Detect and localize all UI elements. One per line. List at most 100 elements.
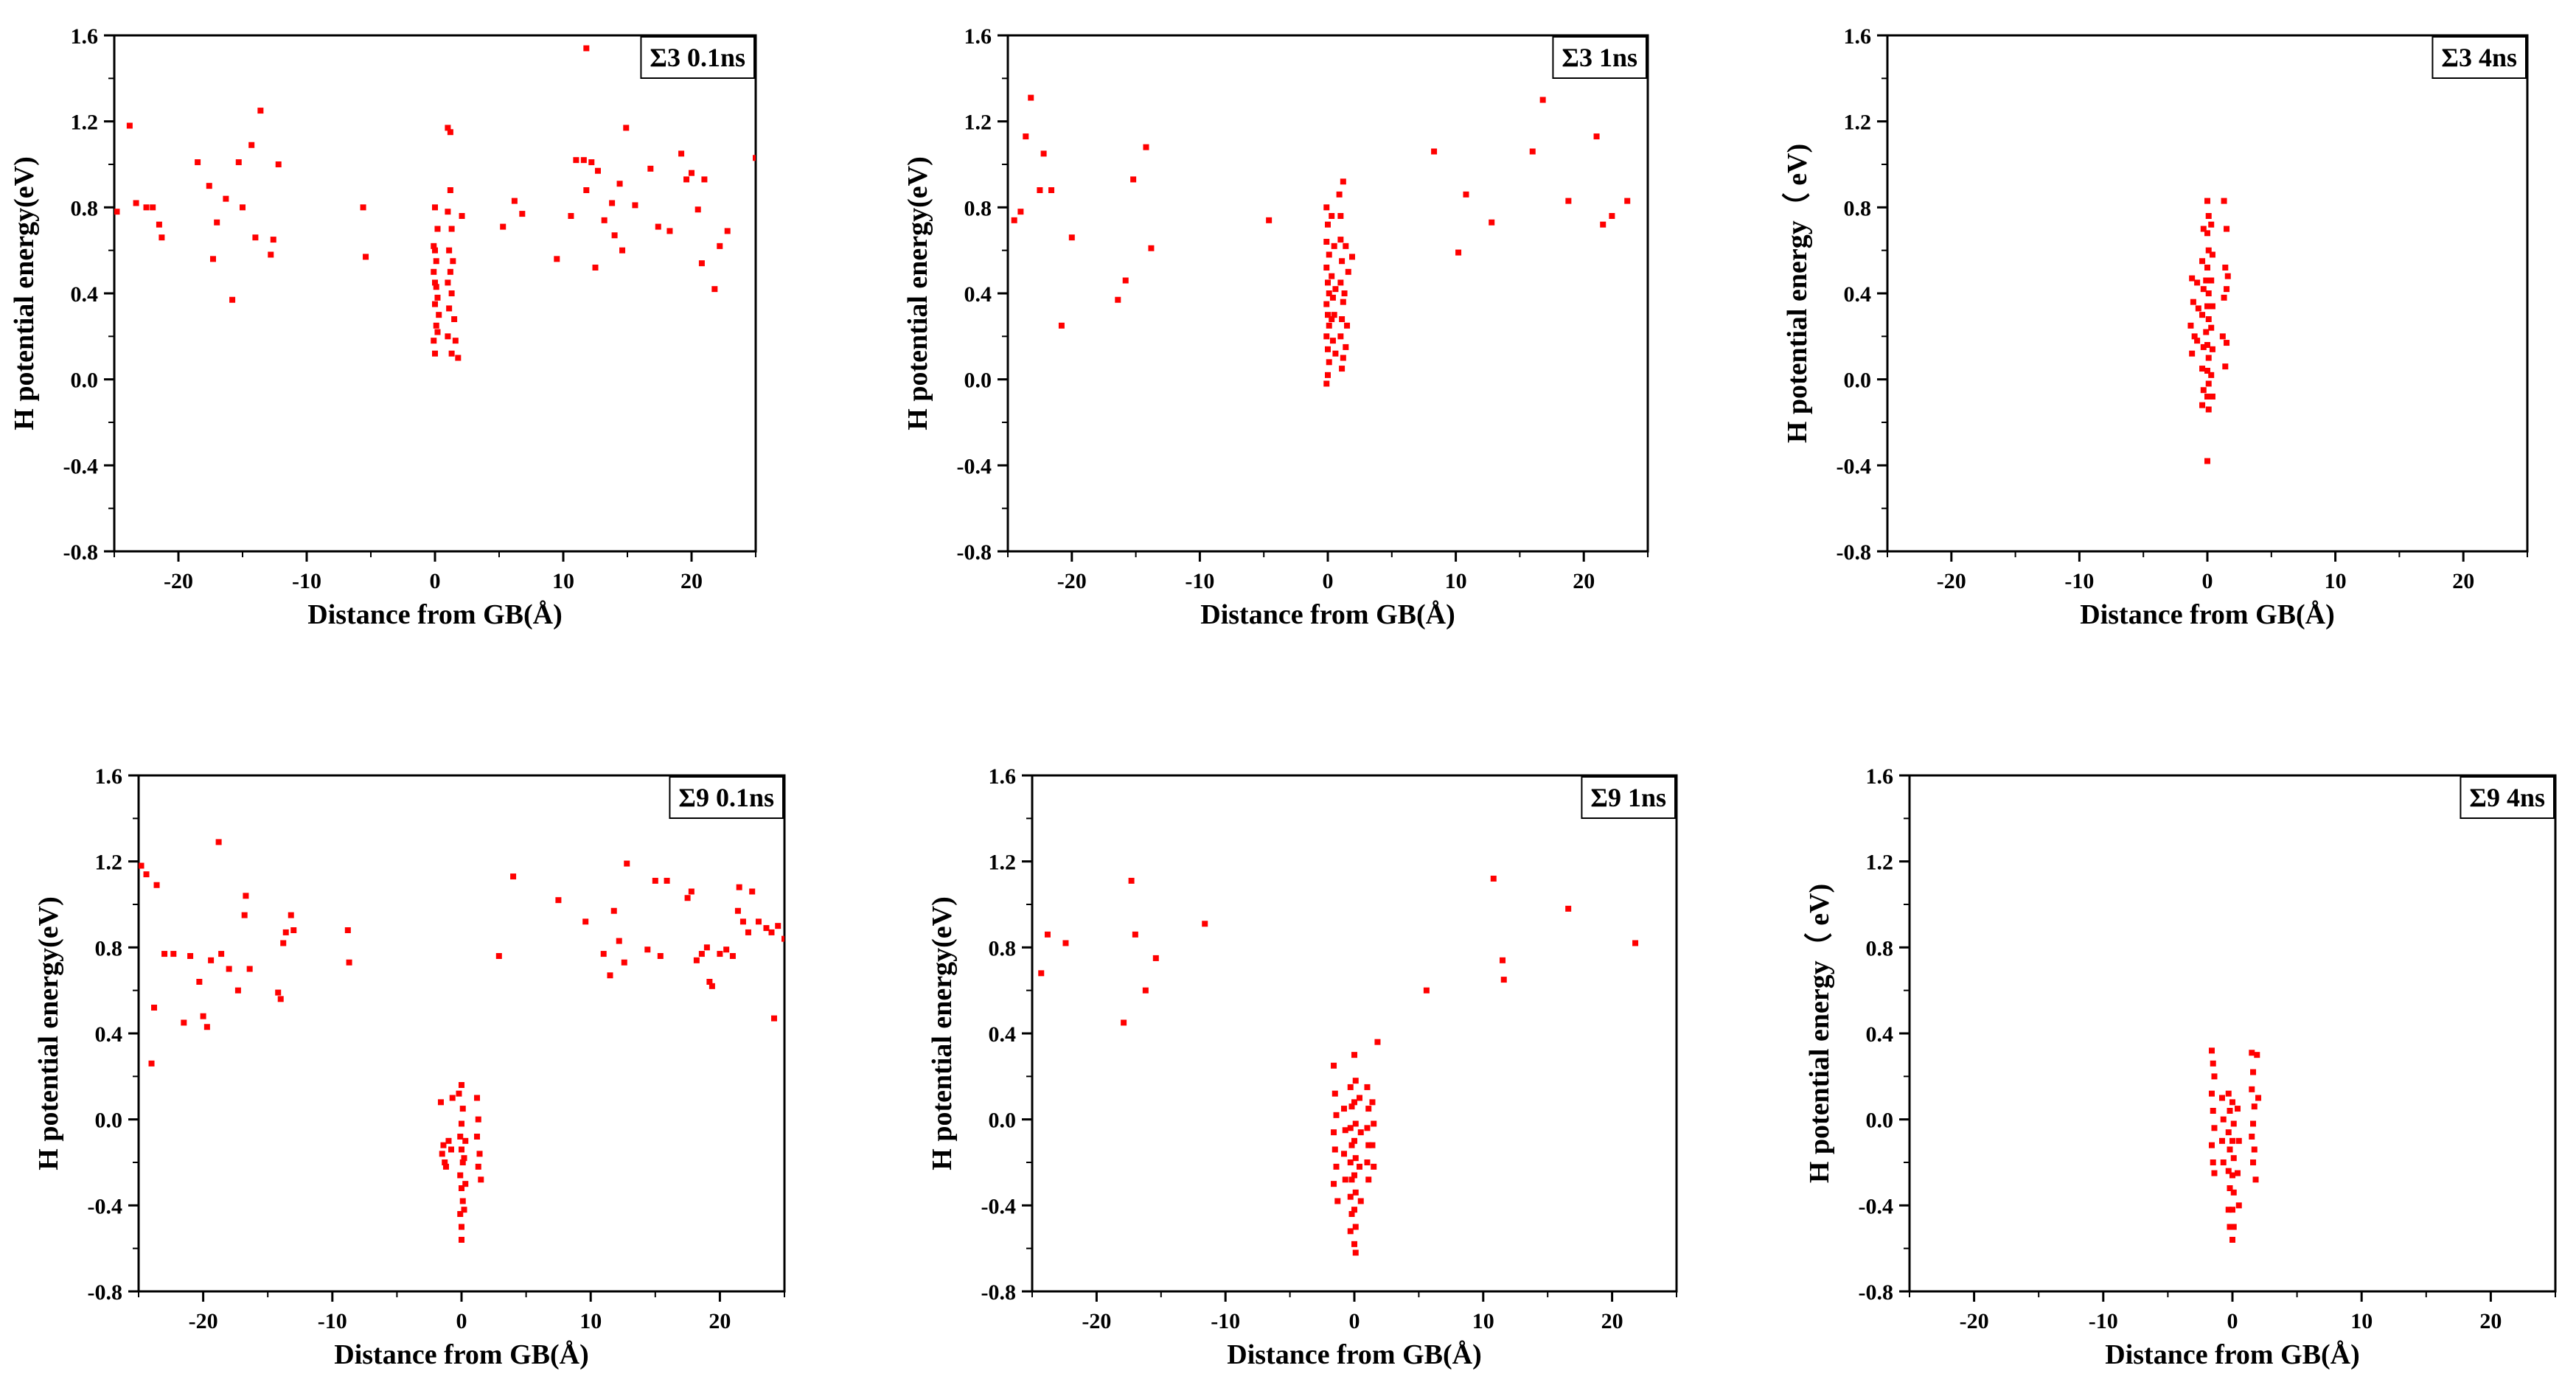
data-point xyxy=(2199,402,2206,408)
data-point xyxy=(1329,294,1336,301)
data-point xyxy=(1323,239,1330,245)
y-tick-label: 0.0 xyxy=(1866,1109,1894,1133)
data-point xyxy=(1325,279,1331,286)
data-point xyxy=(1331,312,1337,318)
data-point xyxy=(1351,1099,1357,1106)
data-point xyxy=(1431,148,1438,155)
data-point xyxy=(215,839,222,845)
data-point xyxy=(739,918,746,925)
data-point xyxy=(2230,1224,2237,1230)
data-point xyxy=(2227,1185,2233,1191)
data-point xyxy=(1152,955,1159,961)
data-point xyxy=(434,329,441,335)
data-point xyxy=(2225,1168,2232,1174)
data-point xyxy=(241,912,248,918)
data-point xyxy=(723,946,730,953)
data-series xyxy=(114,45,756,361)
data-point xyxy=(1329,213,1335,219)
data-point xyxy=(1323,265,1330,271)
data-point xyxy=(582,918,589,925)
data-point xyxy=(2204,458,2210,464)
data-point xyxy=(2209,303,2215,310)
data-point xyxy=(2221,198,2227,204)
x-tick-label: 10 xyxy=(2350,1309,2373,1333)
data-point xyxy=(2224,286,2230,293)
data-point xyxy=(1455,249,1462,256)
y-tick-label: -0.8 xyxy=(88,1280,123,1305)
data-point xyxy=(2224,273,2231,279)
y-tick-label: 0.0 xyxy=(1844,369,1872,393)
data-point xyxy=(209,256,216,262)
x-tick-label: 10 xyxy=(1445,569,1467,593)
data-point xyxy=(1121,1019,1127,1026)
data-point xyxy=(275,161,282,167)
data-point xyxy=(436,312,442,318)
data-point xyxy=(1369,1142,1376,1148)
data-point xyxy=(2194,338,2201,344)
data-point xyxy=(474,1095,481,1101)
data-point xyxy=(568,213,574,219)
data-point xyxy=(432,204,438,211)
data-point xyxy=(234,987,241,994)
data-point xyxy=(583,45,590,52)
data-point xyxy=(448,1146,454,1153)
data-point xyxy=(1325,346,1331,352)
y-tick-label: 1.6 xyxy=(964,24,992,49)
data-point xyxy=(647,165,654,172)
data-point xyxy=(1351,1137,1357,1144)
x-tick-label: 10 xyxy=(2325,569,2347,593)
data-point xyxy=(666,228,673,234)
data-point xyxy=(2187,322,2194,329)
data-point xyxy=(2229,1237,2235,1243)
data-point xyxy=(693,957,700,963)
data-point xyxy=(1565,905,1572,912)
data-point xyxy=(2194,279,2201,286)
data-point xyxy=(161,951,168,957)
data-point xyxy=(1331,1062,1337,1069)
data-point xyxy=(734,907,741,914)
x-tick-label: 10 xyxy=(579,1309,602,1333)
data-point xyxy=(592,265,599,271)
x-tick-label: -20 xyxy=(1937,569,1966,593)
data-point xyxy=(2222,363,2229,370)
data-point xyxy=(1038,970,1045,977)
data-point xyxy=(2205,355,2212,361)
data-point xyxy=(150,204,156,211)
data-point xyxy=(616,181,623,187)
data-series xyxy=(2208,1047,2262,1243)
data-point xyxy=(1348,1142,1355,1148)
data-point xyxy=(781,935,784,942)
data-point xyxy=(2224,340,2230,346)
data-point xyxy=(1500,977,1507,983)
data-point xyxy=(1333,1163,1340,1170)
plot-frame xyxy=(1908,774,2557,1293)
data-point xyxy=(1339,258,1346,265)
data-point xyxy=(196,979,203,985)
data-point xyxy=(1337,213,1344,219)
data-point xyxy=(200,1013,206,1019)
data-point xyxy=(554,256,560,262)
data-point xyxy=(459,1106,466,1112)
y-axis-title: H potential energy（ eV) xyxy=(1782,144,1813,443)
data-point xyxy=(257,108,264,114)
data-point xyxy=(2199,366,2206,372)
data-point xyxy=(148,1060,155,1067)
x-tick-label: 10 xyxy=(1472,1309,1494,1333)
y-axis-title: H potential energy(eV) xyxy=(33,896,64,1170)
data-point xyxy=(511,198,518,204)
y-tick-label: 1.2 xyxy=(1844,111,1872,135)
data-point xyxy=(2203,277,2210,284)
data-point xyxy=(2222,265,2229,271)
y-axis-title: H potential energy(eV) xyxy=(902,156,933,430)
x-tick-label: -10 xyxy=(2064,569,2094,593)
data-point xyxy=(1463,191,1469,198)
data-point xyxy=(2218,1095,2225,1101)
y-tick-label: 1.2 xyxy=(1866,851,1894,875)
x-axis-title: Distance from GB(Å) xyxy=(334,1339,588,1370)
data-point xyxy=(2229,1099,2235,1106)
data-point xyxy=(2204,198,2210,204)
data-point xyxy=(701,176,708,183)
y-tick-label: 0.0 xyxy=(71,369,99,393)
data-point xyxy=(683,176,690,183)
data-point xyxy=(621,959,627,966)
